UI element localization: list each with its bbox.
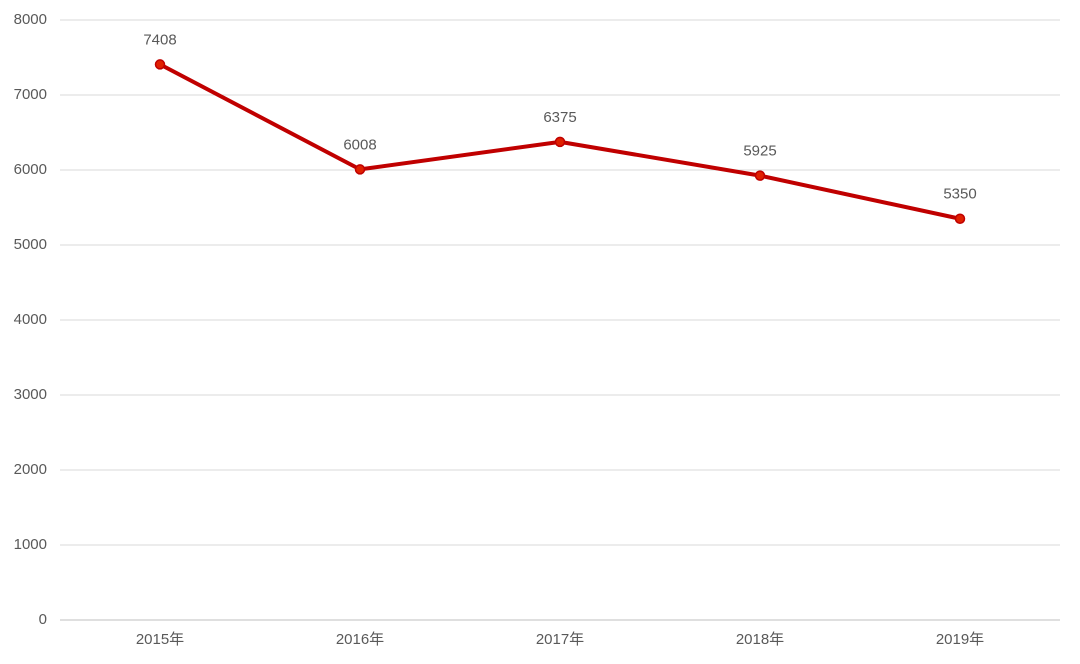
y-tick-label: 7000 [14,86,47,103]
y-tick-label: 3000 [14,386,47,403]
y-tick-label: 2000 [14,461,47,478]
x-tick-label: 2019年 [936,631,984,648]
x-tick-label: 2016年 [336,631,384,648]
y-tick-label: 0 [39,611,47,628]
data-label: 6008 [343,136,376,153]
data-label: 5350 [943,186,976,203]
y-tick-label: 5000 [14,236,47,253]
marker [954,213,966,224]
data-label: 7408 [143,31,176,48]
marker [154,59,166,70]
x-tick-label: 2017年 [536,631,584,648]
x-tick-label: 2018年 [736,631,784,648]
data-label: 5925 [743,143,776,160]
y-tick-label: 8000 [14,11,47,28]
marker [754,170,766,181]
data-label: 6375 [543,109,576,126]
marker [354,164,366,175]
y-tick-label: 6000 [14,161,47,178]
y-tick-label: 4000 [14,311,47,328]
marker [554,136,566,148]
x-tick-label: 2015年 [136,631,184,648]
y-tick-label: 1000 [14,536,47,553]
